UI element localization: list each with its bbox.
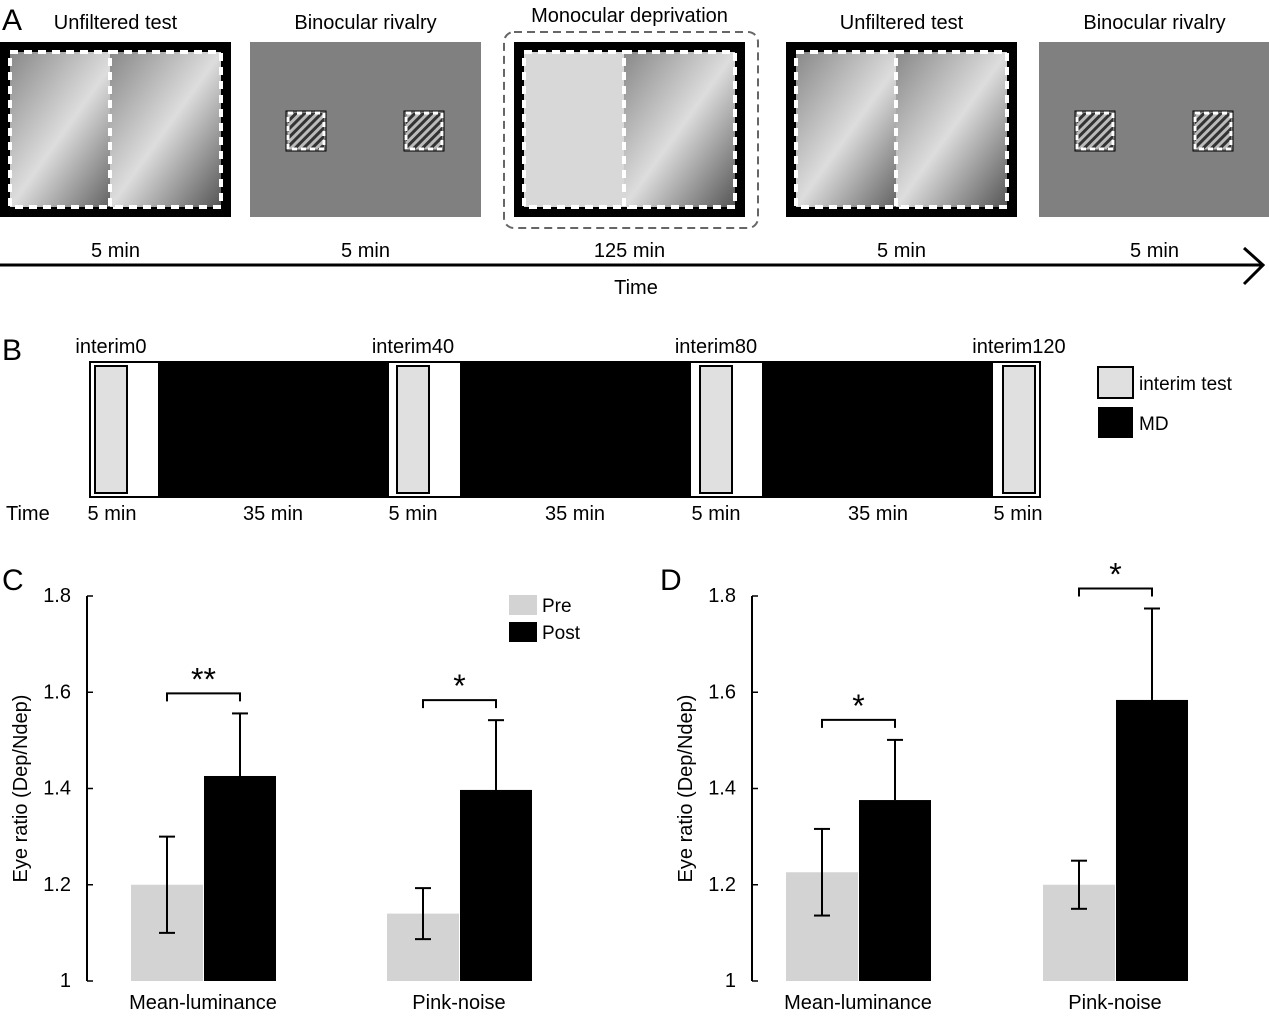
grating-border [403, 110, 445, 152]
stage-1: Binocular rivalry 5 min [250, 12, 481, 262]
schedule-duration: 35 min [243, 503, 303, 525]
stage-title: Binocular rivalry [294, 12, 436, 34]
y-tick-label: 1.8 [43, 585, 71, 607]
significance-bracket [821, 718, 896, 728]
bar-post [1116, 699, 1188, 981]
significance-marker: * [852, 688, 864, 724]
y-tick-label: 1.2 [708, 874, 736, 896]
y-tick-label: 1 [725, 970, 736, 992]
stage-duration: 5 min [91, 240, 140, 262]
legend-swatch-md [1098, 407, 1133, 438]
y-tick-label: 1.4 [708, 778, 736, 800]
category-label: Pink-noise [1068, 992, 1161, 1014]
y-axis-label: Eye ratio (Dep/Ndep) [10, 695, 32, 883]
schedule-duration: 35 min [545, 503, 605, 525]
panel-label-d: D [660, 564, 682, 597]
md-block [762, 362, 993, 497]
stimulus-frame [250, 42, 481, 217]
schedule-duration: 5 min [88, 503, 137, 525]
panel-b-schedule: interim0 interim40 interim80 interim120 5 mi… [75, 336, 1065, 525]
stage-title: Monocular deprivation [531, 5, 728, 27]
significance-bracket [1078, 587, 1153, 597]
stage-duration: 5 min [341, 240, 390, 262]
grating-stimulus [1075, 111, 1115, 151]
stage-duration: 125 min [594, 240, 665, 262]
grating-stimulus [286, 111, 326, 151]
panel-label-c: C [2, 564, 24, 597]
grating-border [285, 110, 327, 152]
stage-title: Binocular rivalry [1083, 12, 1225, 34]
schedule-duration: 5 min [692, 503, 741, 525]
category-label: Mean-luminance [784, 992, 932, 1014]
panel-label-a: A [2, 4, 22, 37]
md-block [158, 362, 389, 497]
stage-duration: 5 min [1130, 240, 1179, 262]
md-dashed-frame [503, 31, 759, 229]
significance-marker: * [1109, 557, 1121, 593]
grating-stimulus [404, 111, 444, 151]
legend-swatch-post [509, 622, 537, 642]
chart-c: 1 1.2 1.4 1.6 1.8 Eye ratio (Dep/Ndep) ** Mean-… [10, 585, 581, 1014]
y-tick-label: 1.6 [43, 681, 71, 703]
legend-swatch-interim [1097, 366, 1134, 399]
interim-test-block [699, 365, 733, 494]
grating-stimulus [1193, 111, 1233, 151]
schedule-duration: 35 min [848, 503, 908, 525]
time-axis-label: Time [614, 277, 658, 299]
time-arrow-head-icon [1242, 246, 1266, 286]
legend-label-pre: Pre [542, 596, 572, 617]
y-tick-label: 1 [60, 970, 71, 992]
filtered-image [522, 50, 637, 209]
chart-d: 1 1.2 1.4 1.6 1.8 Eye ratio (Dep/Ndep) * Mean-l… [675, 557, 1188, 1014]
grating-border [1074, 110, 1116, 152]
movie-image [894, 50, 1009, 209]
stage-0: Unfiltered test 5 min [0, 12, 231, 262]
interim-label: interim80 [675, 336, 757, 358]
panel-a-timeline: Unfiltered test 5 min Binocular rivalry 5 m… [0, 5, 1269, 262]
stage-3: Unfiltered test 5 min [786, 12, 1017, 262]
stage-title: Unfiltered test [54, 12, 178, 34]
panel-label-b: B [2, 334, 22, 367]
interim-test-block [1002, 365, 1036, 494]
bar-post [204, 775, 276, 981]
movie-image [8, 50, 123, 209]
y-tick-label: 1.4 [43, 778, 71, 800]
y-axis-label: Eye ratio (Dep/Ndep) [675, 695, 697, 883]
legend-label-post: Post [542, 623, 581, 644]
y-tick-label: 1.2 [43, 874, 71, 896]
interim-label: interim0 [75, 336, 146, 358]
movie-image [622, 50, 737, 209]
significance-marker: ** [191, 661, 216, 697]
legend-swatch-pre [509, 595, 537, 615]
significance-marker: * [453, 668, 465, 704]
movie-image [108, 50, 223, 209]
interim-label: interim120 [972, 336, 1065, 358]
grating-border [1192, 110, 1234, 152]
interim-test-block [94, 365, 128, 494]
category-label: Pink-noise [412, 992, 505, 1014]
category-label: Mean-luminance [129, 992, 277, 1014]
interim-test-block [396, 365, 430, 494]
stage-title: Unfiltered test [840, 12, 964, 34]
legend-label-md: MD [1139, 414, 1169, 435]
md-block [460, 362, 691, 497]
significance-bracket [166, 692, 241, 702]
stage-duration: 5 min [877, 240, 926, 262]
y-tick-label: 1.6 [708, 681, 736, 703]
stage-2: Monocular deprivation 125 min [503, 5, 759, 262]
stage-4: Binocular rivalry 5 min [1039, 12, 1269, 262]
y-tick-label: 1.8 [708, 585, 736, 607]
schedule-duration: 5 min [994, 503, 1043, 525]
schedule-time-label: Time [6, 503, 50, 525]
movie-image [794, 50, 909, 209]
bar-post [460, 789, 532, 981]
bar-post [859, 800, 931, 981]
interim-label: interim40 [372, 336, 454, 358]
legend-label-interim: interim test [1139, 374, 1233, 395]
schedule-duration: 5 min [389, 503, 438, 525]
stimulus-frame [1039, 42, 1269, 217]
significance-bracket [422, 699, 497, 709]
